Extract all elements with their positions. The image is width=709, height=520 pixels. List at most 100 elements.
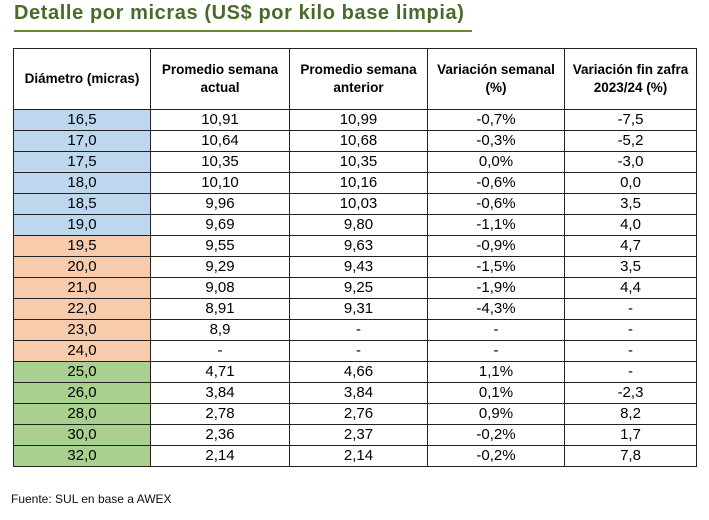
cell-diametro: 30,0 [13,424,151,446]
cell-promedio-actual: 2,14 [150,445,290,467]
header-variacion-semanal: Variación semanal (%) [427,48,565,110]
cell-variacion-zafra: -5,2 [564,130,697,152]
cell-diametro: 17,5 [13,151,151,173]
cell-variacion-zafra: - [564,340,697,362]
cell-promedio-actual: 9,08 [150,277,290,299]
cell-variacion-zafra: 1,7 [564,424,697,446]
cell-diametro: 16,5 [13,109,151,131]
cell-variacion-semanal: 0,9% [427,403,565,425]
table-row: 16,5 10,91 10,99 -0,7% -7,5 [13,109,697,131]
table-row: 19,5 9,55 9,63 -0,9% 4,7 [13,235,697,257]
cell-diametro: 26,0 [13,382,151,404]
header-promedio-anterior: Promedio semana anterior [289,48,428,110]
table-row: 18,5 9,96 10,03 -0,6% 3,5 [13,193,697,215]
cell-diametro: 24,0 [13,340,151,362]
cell-promedio-anterior: 4,66 [289,361,428,383]
cell-variacion-semanal: -1,5% [427,256,565,278]
cell-promedio-anterior: - [289,340,428,362]
cell-promedio-actual: 10,91 [150,109,290,131]
table-header-row: Diámetro (micras) Promedio semana actual… [13,48,697,110]
cell-variacion-semanal: -0,3% [427,130,565,152]
cell-variacion-zafra: 0,0 [564,172,697,194]
cell-diametro: 17,0 [13,130,151,152]
cell-promedio-actual: 10,10 [150,172,290,194]
cell-promedio-actual: 10,64 [150,130,290,152]
header-variacion-zafra: Variación fin zafra 2023/24 (%) [564,48,697,110]
cell-promedio-actual: 9,55 [150,235,290,257]
cell-promedio-anterior: 2,76 [289,403,428,425]
table-row: 26,0 3,84 3,84 0,1% -2,3 [13,382,697,404]
table-row: 25,0 4,71 4,66 1,1% - [13,361,697,383]
cell-variacion-zafra: 4,4 [564,277,697,299]
cell-variacion-semanal: 0,0% [427,151,565,173]
cell-promedio-actual: 10,35 [150,151,290,173]
cell-variacion-zafra: - [564,319,697,341]
cell-promedio-actual: 9,96 [150,193,290,215]
cell-variacion-semanal: - [427,340,565,362]
table-row: 24,0- - - - [13,340,697,362]
cell-variacion-zafra: 7,8 [564,445,697,467]
cell-variacion-zafra: 3,5 [564,256,697,278]
cell-promedio-anterior: 9,63 [289,235,428,257]
cell-variacion-zafra: 8,2 [564,403,697,425]
cell-diametro: 23,0 [13,319,151,341]
table-row: 23,0 8,9- - - [13,319,697,341]
header-promedio-actual: Promedio semana actual [150,48,290,110]
cell-promedio-anterior: 9,25 [289,277,428,299]
table-row: 20,0 9,29 9,43 -1,5% 3,5 [13,256,697,278]
cell-variacion-semanal: 0,1% [427,382,565,404]
cell-promedio-anterior: 10,68 [289,130,428,152]
cell-variacion-semanal: -0,2% [427,445,565,467]
cell-variacion-semanal: - [427,319,565,341]
table-row: 21,0 9,08 9,25 -1,9% 4,4 [13,277,697,299]
cell-promedio-anterior: 3,84 [289,382,428,404]
cell-variacion-semanal: -0,9% [427,235,565,257]
header-diametro: Diámetro (micras) [13,48,151,110]
title-underline [14,30,472,32]
cell-variacion-zafra: -2,3 [564,382,697,404]
cell-promedio-anterior: 10,03 [289,193,428,215]
cell-diametro: 21,0 [13,277,151,299]
cell-variacion-zafra: -7,5 [564,109,697,131]
cell-promedio-actual: 8,9 [150,319,290,341]
table-row: 30,0 2,36 2,37 -0,2% 1,7 [13,424,697,446]
table-row: 19,0 9,69 9,80 -1,1% 4,0 [13,214,697,236]
cell-variacion-semanal: -1,9% [427,277,565,299]
cell-variacion-semanal: -1,1% [427,214,565,236]
table-row: 28,0 2,78 2,76 0,9% 8,2 [13,403,697,425]
cell-promedio-anterior: 2,37 [289,424,428,446]
cell-promedio-anterior: 9,31 [289,298,428,320]
table-row: 18,0 10,10 10,16 -0,6% 0,0 [13,172,697,194]
table-row: 17,0 10,64 10,68 -0,3% -5,2 [13,130,697,152]
page-title: Detalle por micras (US$ por kilo base li… [14,2,465,24]
cell-promedio-anterior: 10,16 [289,172,428,194]
cell-promedio-anterior: 9,80 [289,214,428,236]
cell-promedio-anterior: 2,14 [289,445,428,467]
table-row: 32,0 2,14 2,14 -0,2% 7,8 [13,445,697,467]
table-row: 22,0 8,91 9,31 -4,3% - [13,298,697,320]
cell-diametro: 20,0 [13,256,151,278]
cell-promedio-actual: 9,29 [150,256,290,278]
cell-variacion-semanal: -0,6% [427,193,565,215]
cell-promedio-actual: 2,36 [150,424,290,446]
micron-price-table: Diámetro (micras) Promedio semana actual… [13,48,697,467]
cell-variacion-zafra: - [564,361,697,383]
cell-promedio-actual: 3,84 [150,382,290,404]
cell-promedio-anterior: 9,43 [289,256,428,278]
cell-diametro: 19,0 [13,214,151,236]
source-note: Fuente: SUL en base a AWEX [11,492,172,506]
cell-variacion-semanal: -0,7% [427,109,565,131]
cell-diametro: 19,5 [13,235,151,257]
cell-promedio-anterior: 10,35 [289,151,428,173]
cell-diametro: 32,0 [13,445,151,467]
cell-variacion-semanal: -0,6% [427,172,565,194]
cell-promedio-actual: 8,91 [150,298,290,320]
cell-variacion-zafra: 4,0 [564,214,697,236]
cell-variacion-zafra: 3,5 [564,193,697,215]
cell-variacion-semanal: -0,2% [427,424,565,446]
table-row: 17,5 10,35 10,35 0,0% -3,0 [13,151,697,173]
cell-promedio-anterior: - [289,319,428,341]
cell-diametro: 18,5 [13,193,151,215]
cell-promedio-actual: - [150,340,290,362]
cell-diametro: 22,0 [13,298,151,320]
